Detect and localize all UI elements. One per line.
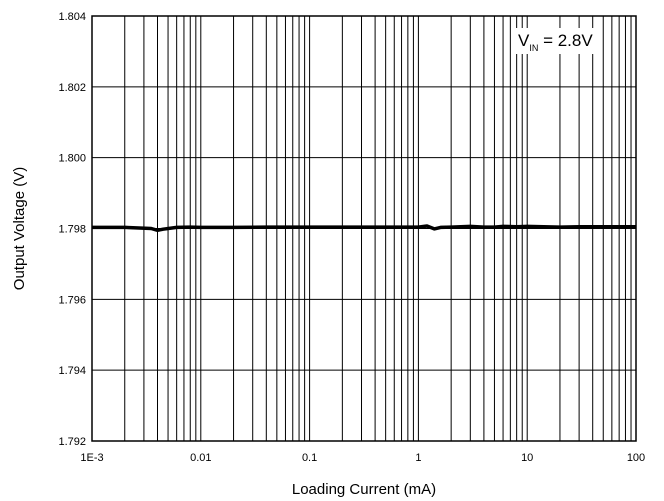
series-layer [92,224,636,233]
x-tick-label: 1E-3 [80,452,103,464]
x-tick-label: 10 [521,452,533,464]
y-tick-label: 1.798 [58,224,86,236]
x-axis-label: Loading Current (mA) [292,481,436,498]
annotation-text: VIN = 2.8V [518,31,593,53]
x-tick-label: 0.01 [190,452,211,464]
x-tick-label: 0.1 [302,452,317,464]
annotation-value: = 2.8V [538,31,593,50]
y-tick-label: 1.796 [58,294,86,306]
x-tick-label: 1 [415,452,421,464]
annotation-base: V [518,31,530,50]
vin-annotation: VIN = 2.8V [514,28,598,54]
x-tick-label: 100 [627,452,645,464]
x-tick-labels: 1E-3 0.01 0.1 1 10 100 [80,452,645,464]
output-voltage-series-line [92,224,636,233]
y-tick-labels: 1.792 1.794 1.796 1.798 1.800 1.802 1.804 [58,11,86,448]
annotation-background [514,28,598,54]
y-tick-label: 1.802 [58,82,86,94]
y-tick-label: 1.800 [58,153,86,165]
y-axis-label: Output Voltage (V) [11,167,28,290]
y-tick-label: 1.804 [58,11,86,23]
y-tick-label: 1.794 [58,365,86,377]
annotation-subscript: IN [529,43,538,53]
y-tick-label: 1.792 [58,436,86,448]
